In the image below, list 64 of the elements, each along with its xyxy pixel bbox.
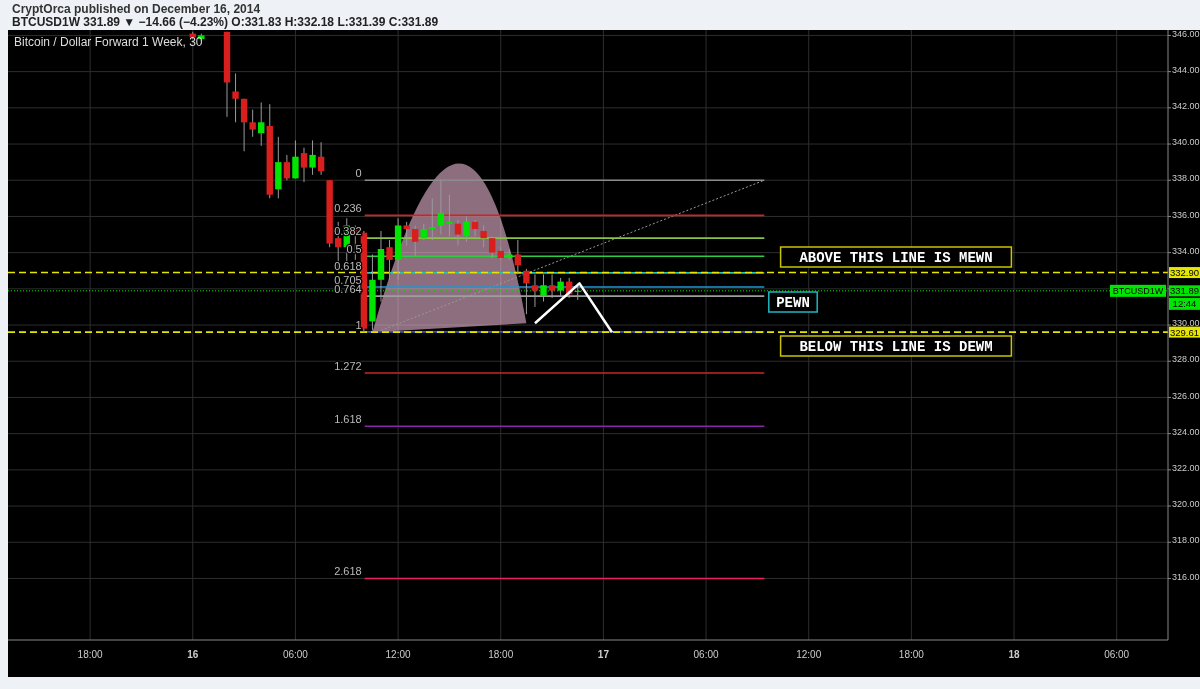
- candlestick: [514, 239, 522, 275]
- y-tick-label: 330.00: [1172, 318, 1200, 329]
- candlestick: [232, 72, 239, 123]
- x-tick-label: 18:00: [898, 649, 925, 660]
- candlestick: [258, 101, 265, 147]
- annotation: 2.618: [334, 565, 362, 578]
- y-tick-label: 346.00: [1172, 28, 1200, 39]
- x-tick-label: 12:00: [385, 649, 412, 660]
- annotation: BELOW THIS LINE IS DEWM: [799, 339, 993, 355]
- x-tick-label: 12:00: [796, 649, 822, 660]
- annotation: 0.236: [334, 202, 362, 215]
- y-tick-label: 328.00: [1172, 354, 1200, 365]
- y-tick-label: 338.00: [1172, 173, 1200, 184]
- candlestick: [429, 197, 436, 241]
- text: 12:44: [1172, 298, 1197, 310]
- text: CryptOrca published on December 16, 2014: [12, 2, 261, 16]
- candlestick: [454, 219, 462, 246]
- annotation: 1.272: [334, 360, 362, 373]
- ref-line-label: 331.89: [1169, 285, 1200, 297]
- candlestick: [300, 147, 308, 183]
- annotation: BTCUSD1W: [1112, 286, 1164, 297]
- y-tick-label: 318.00: [1172, 535, 1200, 546]
- x-tick-label: 18:00: [488, 649, 514, 660]
- candlestick: [292, 139, 299, 179]
- x-tick-label: 06:00: [693, 649, 719, 660]
- y-tick-label: 340.00: [1172, 137, 1200, 148]
- y-tick-label: 336.00: [1172, 209, 1200, 220]
- y-tick-label: 334.00: [1172, 245, 1200, 256]
- annotation: ABOVE THIS LINE IS MEWN: [799, 250, 993, 266]
- candlestick: [412, 224, 419, 257]
- candlestick: [386, 239, 393, 281]
- candlestick: [309, 139, 316, 176]
- candlestick: [317, 141, 325, 176]
- text: Bitcoin / Dollar Forward 1 Week, 30: [14, 35, 203, 49]
- candlestick: [283, 154, 291, 181]
- annotation: PEWN: [776, 295, 810, 311]
- candlestick: [446, 194, 453, 237]
- candlestick: [249, 109, 256, 138]
- x-tick-label: 17: [597, 649, 610, 660]
- annotation: 1.618: [334, 413, 362, 426]
- annotation: 0.618: [334, 259, 362, 272]
- candlestick: [471, 219, 479, 237]
- x-tick-label: 18:00: [77, 649, 104, 660]
- annotation: 1: [355, 318, 362, 331]
- y-tick-label: 326.00: [1172, 390, 1200, 401]
- y-tick-label: 316.00: [1172, 571, 1200, 582]
- annotation: 0: [355, 167, 362, 180]
- x-tick-label: 06:00: [282, 649, 309, 660]
- chart-subtitle: BTCUSD1W 331.89 ▼ −14.66 (−4.23%) O:331.83 H:332.18 L:331.39 C:331.89: [12, 15, 439, 29]
- ref-line-label: 332.90: [1169, 267, 1200, 279]
- y-tick-label: 342.00: [1172, 101, 1200, 112]
- x-tick-label: 18: [1008, 649, 1021, 660]
- y-tick-label: 322.00: [1172, 463, 1200, 474]
- candlestick: [488, 235, 496, 259]
- y-tick-label: 344.00: [1172, 64, 1200, 75]
- ref-line-label: 329.61: [1169, 326, 1200, 338]
- x-tick-label: 06:00: [1104, 649, 1130, 660]
- x-tick-label: 16: [187, 649, 199, 660]
- candlestick: [480, 224, 487, 248]
- candlestick: [240, 98, 248, 152]
- candlestick: [463, 215, 470, 243]
- candlestick: [403, 221, 410, 246]
- y-tick-label: 324.00: [1172, 426, 1200, 437]
- y-tick-label: 320.00: [1172, 499, 1200, 510]
